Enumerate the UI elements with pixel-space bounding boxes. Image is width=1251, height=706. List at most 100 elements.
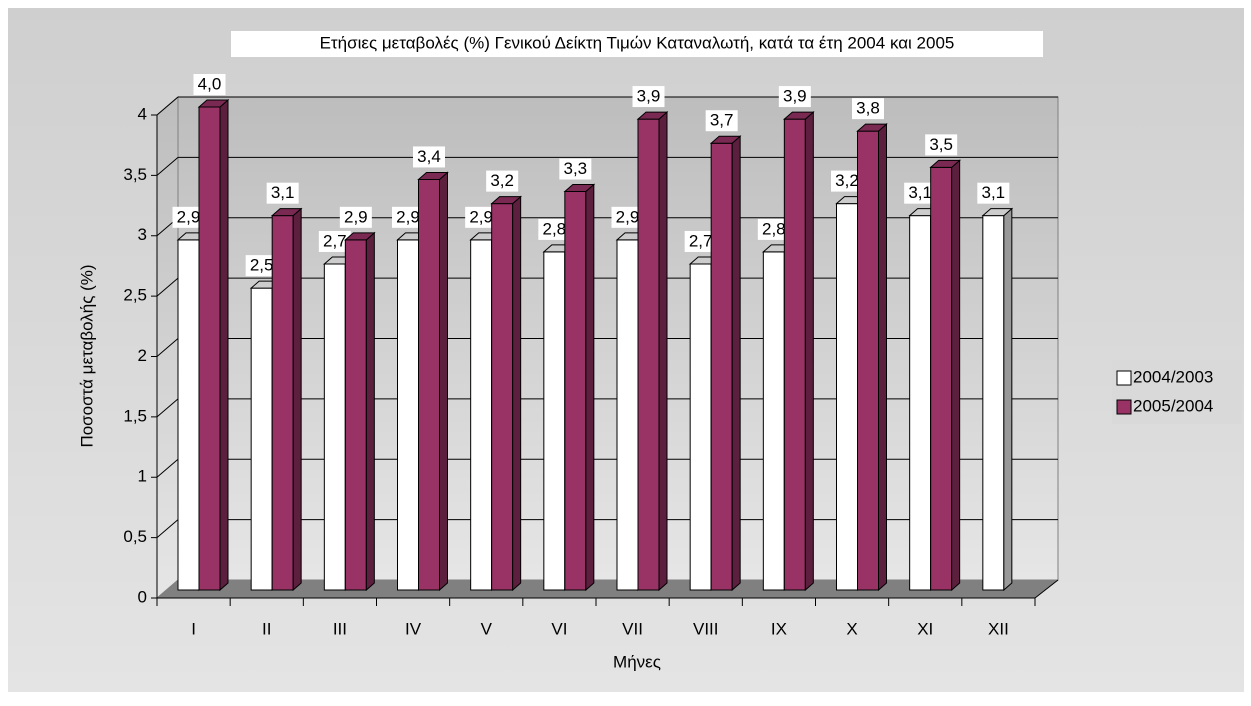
- x-tick-label: IX: [771, 619, 787, 638]
- bar-front: [564, 191, 587, 591]
- bar-front: [491, 203, 514, 591]
- bar-front: [783, 118, 806, 591]
- x-tick-label: XII: [988, 619, 1009, 638]
- value-label-bg: [904, 182, 937, 204]
- x-axis-title: Μήνες: [613, 652, 661, 671]
- value-label: 3,9: [783, 87, 807, 106]
- y-tick-label: 0,5: [123, 527, 147, 546]
- bar: [490, 195, 522, 592]
- value-label-bg: [318, 230, 351, 252]
- value-label-bg: [831, 170, 863, 192]
- value-label: 4,0: [198, 74, 222, 93]
- value-label-bg: [852, 98, 884, 120]
- bar-top: [709, 135, 742, 144]
- bar-side: [804, 110, 814, 592]
- bar: [981, 207, 1014, 592]
- value-label-bg: [266, 182, 299, 204]
- x-tick-label: I: [191, 619, 196, 638]
- value-label: 2,8: [543, 219, 567, 238]
- x-tick-label: III: [333, 619, 347, 638]
- value-label-bg: [977, 182, 1010, 204]
- bar-front: [762, 251, 785, 591]
- y-tick-label: 0: [138, 587, 147, 606]
- bar-side: [219, 98, 229, 592]
- x-tick-label: II: [262, 619, 271, 638]
- x-tick-label: VIII: [693, 619, 719, 638]
- bar-side: [439, 171, 448, 592]
- value-label: 2,9: [616, 207, 640, 226]
- bar: [636, 110, 669, 592]
- bar: [709, 135, 742, 592]
- y-tick-label: 3,5: [123, 165, 147, 184]
- bar-side: [1003, 207, 1013, 592]
- value-label-bg: [465, 206, 498, 228]
- bar-top: [636, 111, 669, 120]
- bar-top: [563, 184, 596, 193]
- value-label: 2,5: [250, 256, 274, 275]
- value-label: 3,5: [929, 135, 953, 154]
- legend-swatch: [1116, 370, 1132, 386]
- value-label-bg: [705, 110, 738, 132]
- bar: [197, 98, 230, 592]
- x-tick-label: VI: [551, 619, 567, 638]
- x-tick-label: VII: [622, 619, 643, 638]
- bar-front: [344, 239, 367, 591]
- bar-side: [585, 183, 595, 592]
- bar: [563, 183, 596, 592]
- value-label: 3,7: [710, 111, 734, 130]
- y-tick-label: 1: [138, 467, 147, 486]
- value-label: 2,9: [469, 207, 493, 226]
- y-tick-label: 4: [138, 104, 147, 123]
- value-label-bg: [632, 86, 665, 108]
- bar-top: [929, 159, 961, 168]
- legend-box: [1112, 360, 1242, 424]
- title-bg: [231, 31, 1043, 57]
- bar-top: [856, 123, 888, 132]
- bar-side: [658, 110, 668, 592]
- bar-front: [616, 239, 639, 591]
- bar-front: [418, 178, 440, 591]
- bar-front: [909, 215, 932, 591]
- grid-line: [156, 96, 179, 116]
- value-label: 3,1: [982, 183, 1006, 202]
- bar-side: [951, 159, 961, 592]
- bar-front: [323, 263, 346, 591]
- value-label: 2,7: [323, 231, 347, 250]
- bar-top: [344, 232, 376, 241]
- bar-front: [397, 239, 419, 591]
- value-label: 2,9: [396, 207, 420, 226]
- bar: [270, 207, 303, 592]
- legend-label: 2005/2004: [1133, 396, 1213, 415]
- value-label: 2,7: [689, 231, 713, 250]
- bar-front: [271, 215, 294, 591]
- value-label: 3,2: [835, 171, 859, 190]
- value-label-bg: [757, 218, 790, 240]
- x-tick-label: X: [846, 619, 857, 638]
- bar-top: [197, 99, 230, 108]
- bar-top: [981, 208, 1014, 217]
- bar-top: [417, 171, 449, 180]
- bar-front: [198, 106, 221, 591]
- bar-side: [365, 231, 375, 592]
- value-label: 3,9: [637, 87, 661, 106]
- bar-front: [982, 215, 1005, 591]
- bar-front: [857, 130, 879, 591]
- grid-line: [156, 156, 179, 176]
- bar: [417, 171, 449, 592]
- y-tick-label: 3: [138, 225, 147, 244]
- bar-front: [836, 203, 858, 591]
- value-label: 3,4: [417, 147, 441, 166]
- value-label-bg: [392, 206, 424, 228]
- bar: [783, 110, 815, 592]
- value-label: 3,3: [564, 159, 588, 178]
- bar: [344, 231, 376, 592]
- value-label-bg: [339, 206, 372, 228]
- x-tick-label: IV: [405, 619, 422, 638]
- value-label: 3,8: [856, 99, 880, 118]
- y-tick-label: 1,5: [123, 406, 147, 425]
- chart-title: Ετήσιες μεταβολές (%) Γενικού Δείκτη Τιμ…: [320, 33, 955, 52]
- bar-top: [783, 111, 815, 120]
- value-label: 2,8: [762, 219, 786, 238]
- bar-side: [878, 123, 887, 592]
